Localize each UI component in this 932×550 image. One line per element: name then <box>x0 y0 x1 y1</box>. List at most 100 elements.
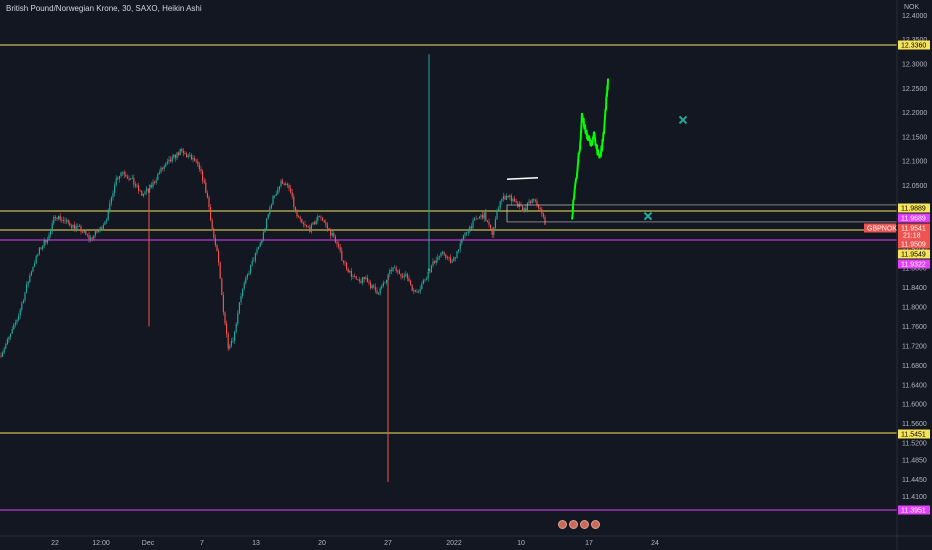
candle-body <box>402 276 404 278</box>
candle-body <box>298 216 300 218</box>
candle-body <box>85 231 87 235</box>
time-tick-label: 2022 <box>446 540 462 547</box>
nav-scroll-left-icon[interactable] <box>558 520 567 529</box>
price-badge <box>898 223 930 240</box>
candle-body <box>99 227 101 231</box>
candle-body <box>323 220 325 223</box>
candle-body <box>389 269 391 275</box>
candle-body <box>253 260 255 262</box>
candle-body <box>542 213 544 217</box>
candle-body <box>480 215 482 217</box>
candle-body <box>427 271 429 279</box>
candle-body <box>454 257 456 259</box>
candle-body <box>16 319 18 323</box>
candle-body <box>411 284 413 291</box>
candle-body <box>376 290 378 295</box>
candle-body <box>224 312 226 324</box>
navigation-controls[interactable] <box>558 520 600 529</box>
candle-body <box>440 252 442 257</box>
candle-body <box>219 262 221 279</box>
candle-body <box>198 164 200 170</box>
price-tick-label: 12.2000 <box>902 110 927 117</box>
candle-body <box>291 192 293 197</box>
candle-body <box>117 178 119 180</box>
candle-body <box>125 174 127 177</box>
candle-body <box>416 291 418 293</box>
candle-body <box>469 226 471 232</box>
candle-body <box>445 254 447 258</box>
candle-body <box>472 220 474 229</box>
candle-body <box>232 340 234 342</box>
candle-body <box>104 221 106 225</box>
candle-body <box>205 182 207 193</box>
candle-body <box>318 216 320 218</box>
candle-body <box>256 249 258 254</box>
time-tick-label: 22 <box>51 540 59 547</box>
candle-body <box>531 198 533 203</box>
candle-body <box>74 224 76 229</box>
nav-zoom-in-icon[interactable] <box>580 520 589 529</box>
candle-body <box>128 178 130 180</box>
candle-body <box>536 200 538 205</box>
candle-body <box>501 198 503 202</box>
candle-body <box>328 228 330 230</box>
candle-body <box>248 273 250 275</box>
candle-body <box>98 230 100 233</box>
candle-body <box>203 180 205 183</box>
candle-body <box>136 185 138 187</box>
nav-zoom-out-icon[interactable] <box>569 520 578 529</box>
candle-body <box>195 160 197 162</box>
price-tick-label: 11.5600 <box>902 421 927 428</box>
candle-body <box>51 223 53 232</box>
candle-body <box>109 203 111 212</box>
candle-body <box>432 261 434 266</box>
price-badge <box>898 429 930 439</box>
candle-body <box>190 155 192 160</box>
candle-body <box>107 211 109 220</box>
candle-body <box>346 262 348 270</box>
candle-body <box>285 183 287 186</box>
candle-body <box>344 262 346 264</box>
candle-body <box>381 285 383 289</box>
candle-body <box>368 281 370 284</box>
candle-body <box>142 193 144 196</box>
candle-body <box>499 201 501 209</box>
candle-body <box>131 178 133 179</box>
price-tick-label: 11.4100 <box>902 494 927 501</box>
candle-body <box>138 185 140 191</box>
candle-body <box>418 291 420 293</box>
candle-body <box>58 215 60 219</box>
candle-body <box>78 225 80 227</box>
candle-body <box>475 218 477 220</box>
price-badge <box>898 239 930 249</box>
candle-body <box>386 279 388 283</box>
candle-body <box>218 250 220 263</box>
candle-body <box>42 245 44 249</box>
candle-body <box>38 247 40 254</box>
candle-body <box>539 208 541 210</box>
candle-body <box>93 235 95 239</box>
time-tick-label: 10 <box>517 540 525 547</box>
price-axis[interactable]: 12.400012.350012.300012.250012.200012.15… <box>864 0 930 550</box>
candle-body <box>210 207 212 221</box>
candle-body <box>312 222 314 225</box>
range-box <box>506 204 572 222</box>
price-badge-label: 11.9509 <box>901 242 926 249</box>
time-axis[interactable]: 22 12:00 Dec 7 13 20 27 2022 10 17 24 <box>0 535 932 547</box>
candle-body <box>394 267 396 269</box>
candle-body <box>435 260 437 263</box>
price-badge-label: 11.9689 <box>901 216 926 223</box>
candle-body <box>106 219 108 222</box>
candle-body <box>173 154 175 157</box>
price-badge-label: 11.5451 <box>901 432 926 439</box>
candle-body <box>166 161 168 164</box>
candle-body <box>168 159 170 162</box>
candle-body <box>266 218 268 229</box>
candle-body <box>334 236 336 243</box>
candle-body <box>90 237 92 240</box>
candle-body <box>37 253 39 256</box>
nav-reset-icon[interactable] <box>591 520 600 529</box>
candle-body <box>366 277 368 282</box>
candle-body <box>275 193 277 196</box>
